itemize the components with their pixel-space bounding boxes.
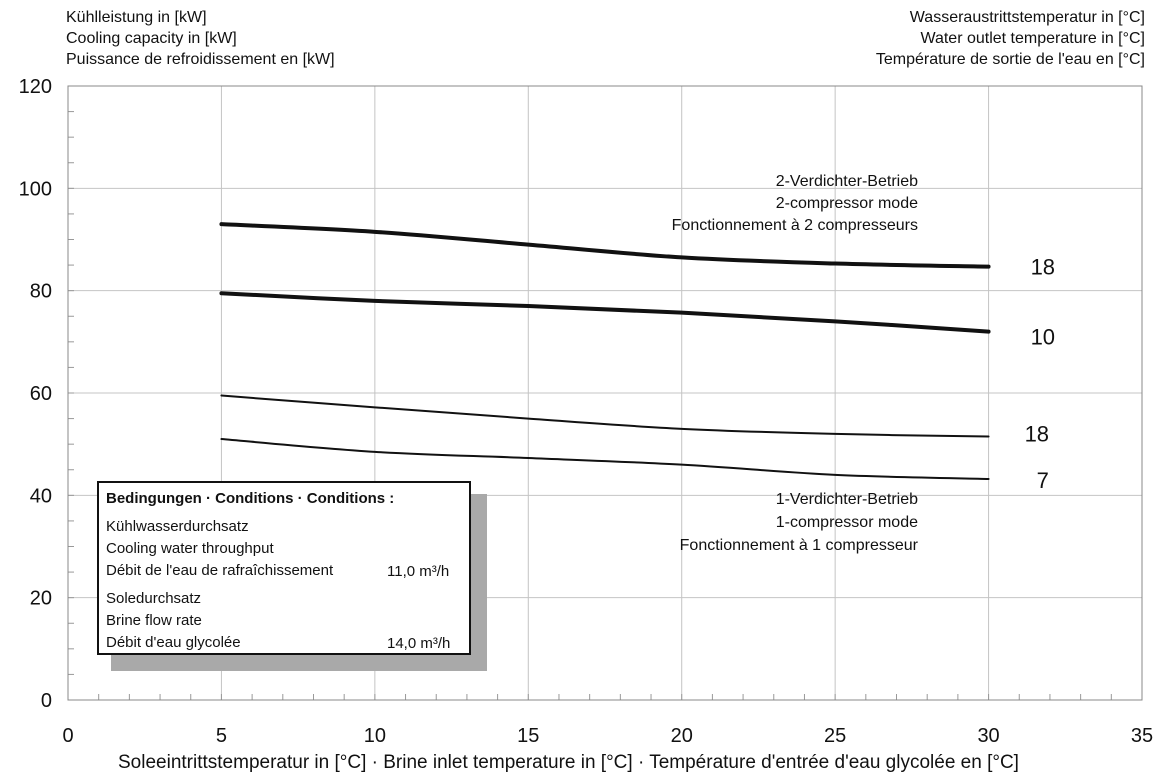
y-tick-labels: 0 20 40 60 80 100 120 xyxy=(19,76,52,712)
legend-title: Wasseraustrittstemperatur in [°C] Water … xyxy=(876,7,1145,70)
grid xyxy=(67,85,1143,701)
series-label-1-compressor-7: 7 xyxy=(1037,468,1049,493)
cooling-water-en: Cooling water throughput xyxy=(106,540,274,557)
x-tick-label: 5 xyxy=(216,725,227,747)
y-tick-label: 20 xyxy=(30,588,52,610)
series-label-2-compressor-10: 10 xyxy=(1031,325,1055,350)
y-tick-label: 0 xyxy=(41,690,52,712)
x-tick-label: 0 xyxy=(62,725,73,747)
series-line-1-compressor-7 xyxy=(220,438,990,480)
mode-two-de: 2-Verdichter-Betrieb xyxy=(776,173,918,190)
brine-fr: Débit d'eau glycolée xyxy=(106,634,241,651)
cooling-water-value: 11,0 m³/h xyxy=(387,563,450,580)
brine-de: Soledurchsatz xyxy=(106,590,202,607)
x-tick-labels: 0 5 10 15 20 25 30 35 xyxy=(62,725,1153,747)
conditions-box: Bedingungen · Conditions · Conditions : … xyxy=(97,481,471,655)
mode-two-en: 2-compressor mode xyxy=(776,195,918,212)
mode-label-one-compressor: 1-Verdichter-Betrieb 1-compressor mode F… xyxy=(680,491,919,554)
y-tick-label: 80 xyxy=(30,281,52,303)
series-line-2-compressor-10 xyxy=(219,291,991,334)
mode-two-fr: Fonctionnement à 2 compresseurs xyxy=(672,217,918,234)
y-tick-label: 100 xyxy=(19,178,52,200)
brine-en: Brine flow rate xyxy=(106,612,202,629)
legend-title-en: Water outlet temperature in [°C] xyxy=(920,30,1145,47)
x-axis-title: Soleeintrittstemperatur in [°C] · Brine … xyxy=(118,752,1019,773)
x-tick-label: 10 xyxy=(364,725,386,747)
y-axis-title-de: Kühlleistung in [kW] xyxy=(66,9,207,26)
y-tick-label: 60 xyxy=(30,383,52,405)
y-axis-title: Kühlleistung in [kW] Cooling capacity in… xyxy=(66,7,335,70)
plot-frame xyxy=(67,85,1143,701)
cooling-water-de: Kühlwasserdurchsatz xyxy=(106,518,249,535)
series-line-2-compressor-18 xyxy=(219,222,991,269)
series-label-1-compressor-18: 18 xyxy=(1025,421,1049,446)
conditions-title: Bedingungen · Conditions · Conditions : xyxy=(106,490,395,507)
x-tick-label: 30 xyxy=(977,725,999,747)
y-tick-label: 120 xyxy=(19,76,52,98)
mode-one-en: 1-compressor mode xyxy=(776,514,918,531)
mode-one-fr: Fonctionnement à 1 compresseur xyxy=(680,537,919,554)
series-lines: 18 10 18 7 xyxy=(219,222,1055,493)
series-label-2-compressor-18: 18 xyxy=(1031,255,1055,280)
y-axis-title-fr: Puissance de refroidissement en [kW] xyxy=(66,51,335,68)
mode-one-de: 1-Verdichter-Betrieb xyxy=(776,491,918,508)
y-tick-label: 40 xyxy=(30,485,52,507)
brine-value: 14,0 m³/h xyxy=(387,635,451,652)
legend-title-de: Wasseraustrittstemperatur in [°C] xyxy=(909,9,1145,26)
x-tick-label: 35 xyxy=(1131,725,1153,747)
legend-title-fr: Température de sortie de l'eau en [°C] xyxy=(875,51,1145,68)
series-line-1-compressor-18 xyxy=(220,394,990,438)
cooling-water-fr: Débit de l'eau de rafraîchissement xyxy=(106,562,334,579)
x-tick-label: 25 xyxy=(824,725,846,747)
mode-label-two-compressor: 2-Verdichter-Betrieb 2-compressor mode F… xyxy=(672,173,918,234)
y-axis-title-en: Cooling capacity in [kW] xyxy=(66,30,237,47)
x-tick-label: 20 xyxy=(671,725,693,747)
x-tick-label: 15 xyxy=(517,725,539,747)
